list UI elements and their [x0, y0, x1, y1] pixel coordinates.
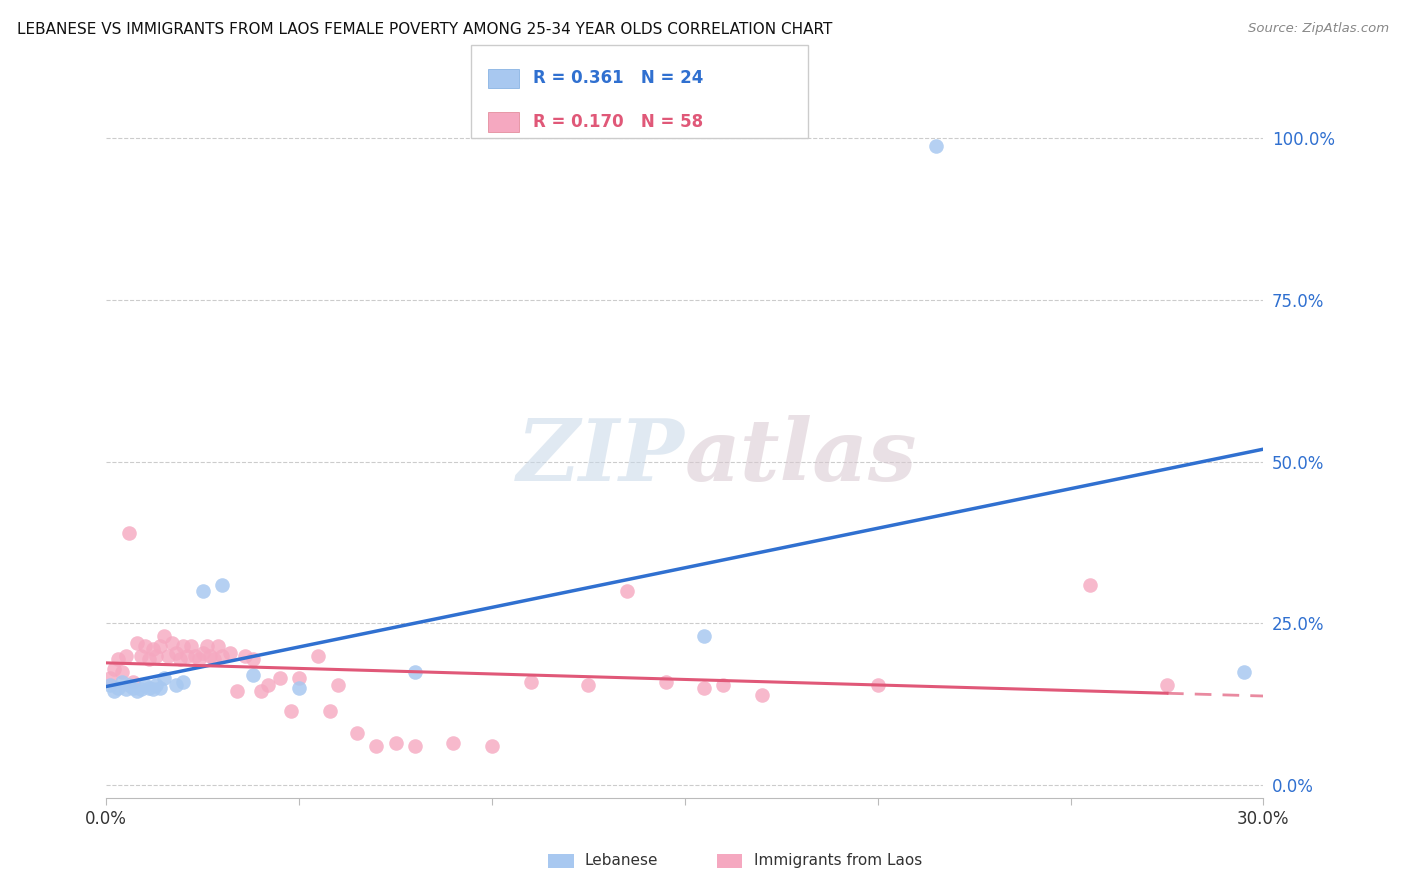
Point — [200, 648, 222, 663]
Point — [326, 678, 349, 692]
Point — [134, 639, 156, 653]
Point — [207, 639, 229, 653]
Point — [242, 652, 264, 666]
Point — [111, 665, 134, 679]
Point — [111, 674, 134, 689]
Point — [149, 681, 172, 695]
Point — [107, 652, 129, 666]
Point — [218, 646, 240, 660]
Point — [145, 678, 167, 692]
Point — [404, 739, 426, 754]
Point — [156, 648, 179, 663]
Text: R = 0.361   N = 24: R = 0.361 N = 24 — [533, 70, 703, 87]
Point — [257, 678, 280, 692]
Point — [141, 682, 163, 697]
Point — [127, 684, 149, 698]
Point — [280, 704, 302, 718]
Point — [172, 639, 194, 653]
Text: LEBANESE VS IMMIGRANTS FROM LAOS FEMALE POVERTY AMONG 25-34 YEAR OLDS CORRELATIO: LEBANESE VS IMMIGRANTS FROM LAOS FEMALE … — [17, 22, 832, 37]
Point — [184, 648, 207, 663]
Point — [160, 636, 183, 650]
Text: Source: ZipAtlas.com: Source: ZipAtlas.com — [1249, 22, 1389, 36]
Point — [366, 739, 388, 754]
Point — [114, 682, 136, 697]
Point — [288, 681, 311, 695]
Point — [195, 639, 218, 653]
Point — [866, 678, 889, 692]
Point — [924, 139, 946, 153]
Point — [165, 646, 187, 660]
Point — [319, 704, 342, 718]
Point — [134, 678, 156, 692]
Point — [103, 684, 125, 698]
Point — [118, 525, 141, 540]
Point — [242, 668, 264, 682]
Point — [138, 652, 160, 666]
Point — [269, 672, 291, 686]
Point — [654, 674, 676, 689]
Point — [1078, 577, 1101, 591]
Text: atlas: atlas — [685, 415, 917, 499]
Point — [187, 652, 209, 666]
Point — [191, 584, 214, 599]
Text: R = 0.170   N = 58: R = 0.170 N = 58 — [533, 113, 703, 131]
Point — [1233, 665, 1256, 679]
Point — [481, 739, 503, 754]
Point — [288, 672, 311, 686]
Point — [202, 652, 225, 666]
Point — [751, 688, 773, 702]
Point — [713, 678, 735, 692]
Point — [98, 678, 121, 692]
Point — [129, 648, 152, 663]
Point — [153, 672, 176, 686]
Point — [127, 636, 149, 650]
Point — [141, 642, 163, 657]
Point — [307, 648, 329, 663]
Point — [180, 639, 202, 653]
Point — [176, 648, 198, 663]
Point — [98, 672, 121, 686]
Point — [149, 639, 172, 653]
Point — [165, 678, 187, 692]
Point — [519, 674, 541, 689]
Point — [118, 678, 141, 692]
Point — [346, 726, 368, 740]
Point — [114, 648, 136, 663]
Point — [122, 674, 145, 689]
Point — [404, 665, 426, 679]
Text: Immigrants from Laos: Immigrants from Laos — [754, 854, 922, 868]
Point — [576, 678, 599, 692]
Point — [249, 684, 271, 698]
Text: Lebanese: Lebanese — [585, 854, 658, 868]
Point — [153, 629, 176, 643]
Point — [138, 681, 160, 695]
Point — [384, 736, 406, 750]
Text: ZIP: ZIP — [517, 415, 685, 499]
Point — [145, 648, 167, 663]
Point — [191, 646, 214, 660]
Point — [169, 652, 191, 666]
Point — [616, 584, 638, 599]
Point — [211, 648, 233, 663]
Point — [226, 684, 249, 698]
Point — [441, 736, 464, 750]
Point — [129, 682, 152, 697]
Point — [693, 629, 716, 643]
Point — [107, 681, 129, 695]
Point — [103, 662, 125, 676]
Point — [172, 674, 194, 689]
Point — [233, 648, 256, 663]
Point — [1156, 678, 1178, 692]
Point — [211, 577, 233, 591]
Point — [693, 681, 716, 695]
Point — [122, 681, 145, 695]
